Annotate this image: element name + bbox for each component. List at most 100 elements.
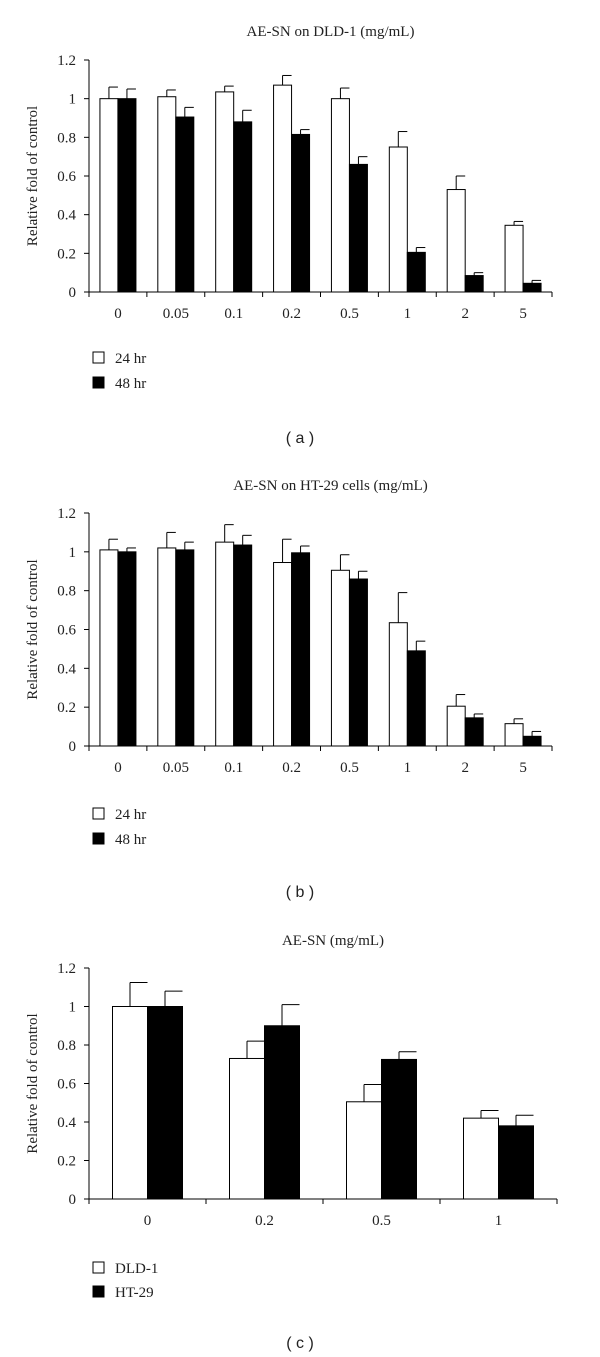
y-tick-label: 0.8 [57,130,76,146]
x-tick-label: 0.5 [340,306,359,322]
chart-1: AE-SN on HT-29 cells (mg/mL) Relative fol… [25,478,553,901]
y-tick-label: 0 [69,739,77,755]
panel-label: ( c ) [286,1335,314,1352]
legend-swatch [92,832,105,845]
legend-swatch [92,807,105,820]
bar-48-hr [291,133,311,293]
chart-2: AE-SN (mg/mL) Relative fold of control 0 0.… [25,933,558,1352]
bar-ht-29 [498,1125,534,1200]
bar-48-hr [522,282,542,293]
x-tick-label: 1 [404,306,412,322]
y-tick-label: 0.8 [57,584,76,600]
y-tick-label: 1 [69,92,77,108]
y-axis-label: Relative fold of control [25,106,41,246]
chart-title: AE-SN (mg/mL) [282,933,384,949]
legend-label: 48 hr [115,832,146,848]
bar-24-hr [215,91,235,293]
bar-24-hr [388,146,408,293]
y-axis-label: Relative fold of control [25,1013,41,1153]
x-tick-label: 0.5 [372,1213,391,1229]
bar-24-hr [273,84,293,293]
x-tick-label: 2 [461,760,469,776]
bar-48-hr [348,163,368,293]
legend-swatch [92,351,105,364]
panel-label: ( b ) [286,884,314,901]
x-tick-label: 0 [114,306,122,322]
y-tick-label: 0.2 [57,246,76,262]
x-tick-label: 0.5 [340,760,359,776]
bar-48-hr [522,735,542,747]
bar-ht-29 [381,1058,417,1200]
bar-48-hr [175,116,195,293]
x-tick-label: 0 [144,1213,152,1229]
bar-48-hr [117,98,137,293]
x-tick-label: 1 [404,760,412,776]
bar-24-hr [446,705,466,747]
legend-label: HT-29 [115,1285,154,1301]
y-tick-label: 0.2 [57,700,76,716]
bar-48-hr [175,549,195,747]
y-tick-label: 0.4 [57,1115,76,1131]
chart-title: AE-SN on DLD-1 (mg/mL) [247,24,415,40]
panel-label: ( a ) [286,430,314,447]
bar-48-hr [348,578,368,747]
x-tick-label: 0 [114,760,122,776]
bar-24-hr [504,723,524,747]
chart-0: AE-SN on DLD-1 (mg/mL) Relative fold of c… [25,24,553,447]
bar-48-hr [406,650,426,747]
y-tick-label: 1.2 [57,53,76,69]
bar-48-hr [464,275,484,293]
y-tick-label: 0.6 [57,623,76,639]
legend-swatch [92,1261,105,1274]
bar-24-hr [446,189,466,293]
y-tick-label: 1.2 [57,506,76,522]
x-tick-label: 5 [519,306,527,322]
y-tick-label: 1 [69,1000,77,1016]
bar-ht-29 [264,1025,300,1200]
bar-24-hr [157,96,177,293]
bar-24-hr [504,224,524,293]
x-tick-label: 0.2 [255,1213,274,1229]
x-tick-label: 0.05 [163,760,189,776]
y-tick-label: 0.8 [57,1038,76,1054]
y-tick-label: 0.4 [57,661,76,677]
x-tick-label: 0.2 [282,306,301,322]
bar-48-hr [464,717,484,747]
y-tick-label: 0.4 [57,208,76,224]
bar-24-hr [215,541,235,747]
bar-24-hr [388,622,408,747]
bar-48-hr [291,552,311,747]
x-tick-label: 1 [495,1213,503,1229]
y-tick-label: 0.6 [57,1077,76,1093]
bar-48-hr [406,251,426,293]
legend-label: DLD-1 [115,1261,158,1277]
bar-dld-1 [229,1057,265,1200]
legend-label: 24 hr [115,351,146,367]
y-axis-label: Relative fold of control [25,559,41,699]
x-tick-label: 0.2 [282,760,301,776]
bar-ht-29 [147,1006,183,1200]
bar-24-hr [330,98,350,293]
legend-swatch [92,1285,105,1298]
bar-24-hr [330,569,350,747]
legend-label: 24 hr [115,807,146,823]
y-tick-label: 1 [69,545,77,561]
bar-48-hr [117,551,137,747]
bar-dld-1 [463,1117,499,1200]
y-tick-label: 1.2 [57,961,76,977]
bar-48-hr [233,121,253,293]
legend-label: 48 hr [115,376,146,392]
chart-title: AE-SN on HT-29 cells (mg/mL) [233,478,427,494]
bar-dld-1 [112,1006,148,1200]
bar-dld-1 [346,1101,382,1200]
legend-swatch [92,376,105,389]
x-tick-label: 0.1 [224,306,243,322]
bar-24-hr [157,547,177,747]
x-tick-label: 2 [461,306,469,322]
bar-48-hr [233,544,253,747]
x-tick-label: 5 [519,760,527,776]
bar-24-hr [99,549,119,747]
y-tick-label: 0.2 [57,1154,76,1170]
y-tick-label: 0 [69,1192,77,1208]
